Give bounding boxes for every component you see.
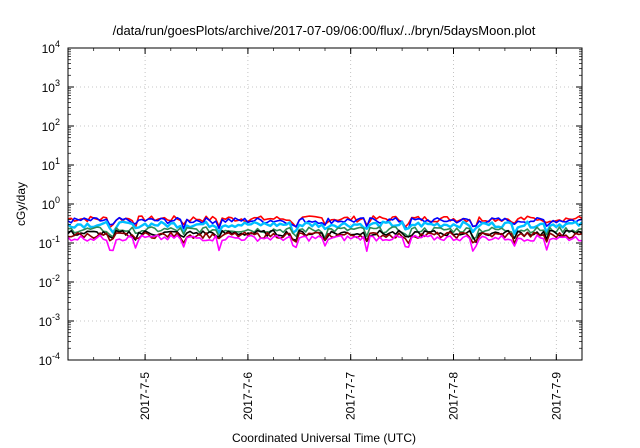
grid-lines <box>68 48 582 360</box>
series-line <box>67 216 583 230</box>
x-axis-label: Coordinated Universal Time (UTC) <box>232 431 416 445</box>
x-tick-label: 2017-7-5 <box>138 372 152 420</box>
y-tick-label: 101 <box>42 156 60 173</box>
y-tick-label: 104 <box>42 39 60 56</box>
y-tick-label: 10-4 <box>39 351 60 368</box>
series-line <box>67 234 583 252</box>
y-tick-label: 100 <box>42 195 60 212</box>
series-line <box>68 231 583 245</box>
y-axis-label: cGy/day <box>14 182 28 226</box>
x-axis: 2017-7-5 2017-7-6 2017-7-7 2017-7-8 2017-7-9 <box>67 48 583 420</box>
x-tick-label: 2017-7-6 <box>241 372 255 420</box>
y-axis: 10-4 10-3 10-2 10-1 100 101 102 103 104 <box>39 39 582 368</box>
y-tick-label: 102 <box>42 117 60 134</box>
x-tick-label: 2017-7-7 <box>344 372 358 420</box>
y-tick-label: 10-1 <box>39 234 60 251</box>
chart-title: /data/run/goesPlots/archive/2017-07-09/0… <box>113 23 536 38</box>
series-line <box>67 220 583 235</box>
y-tick-label: 10-2 <box>39 273 60 290</box>
series-lines <box>67 215 583 252</box>
x-tick-label: 2017-7-9 <box>549 372 563 420</box>
y-tick-label: 103 <box>42 78 60 95</box>
x-tick-label: 2017-7-8 <box>447 372 461 420</box>
y-tick-label: 10-3 <box>39 312 60 329</box>
